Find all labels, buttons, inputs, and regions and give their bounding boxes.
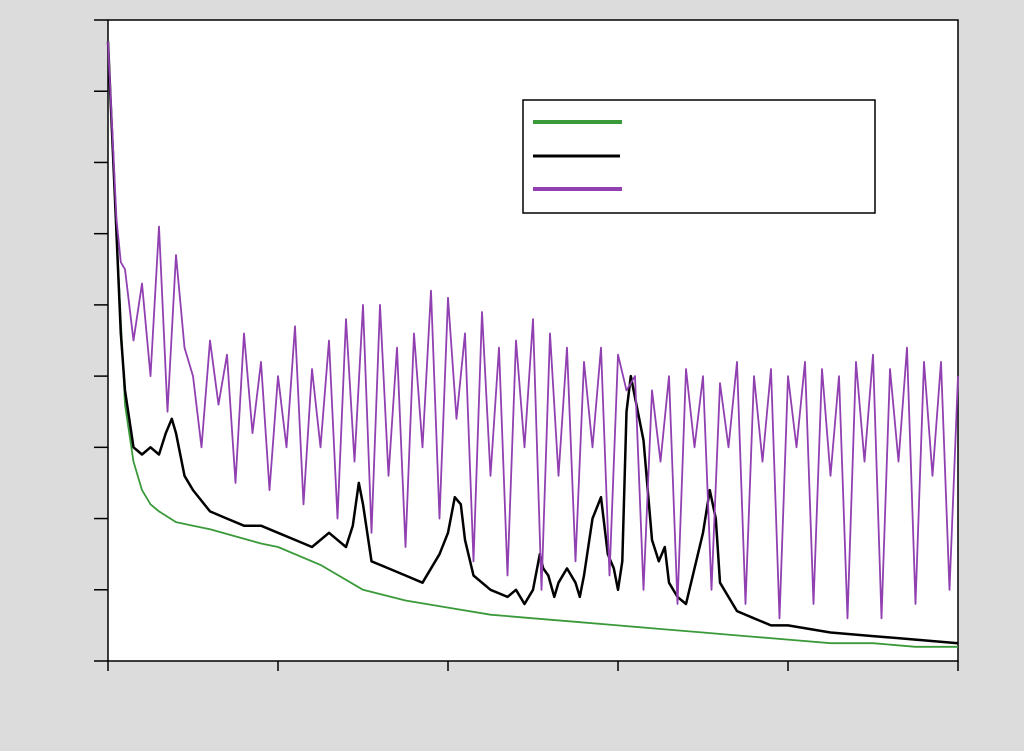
y-axis-ticks <box>94 19 108 662</box>
legend <box>522 99 876 214</box>
series-line-2 <box>107 41 959 620</box>
x-axis-ticks <box>107 661 959 671</box>
series-layer <box>106 41 959 648</box>
series-line-1 <box>106 41 959 645</box>
series-line-0 <box>107 41 958 648</box>
